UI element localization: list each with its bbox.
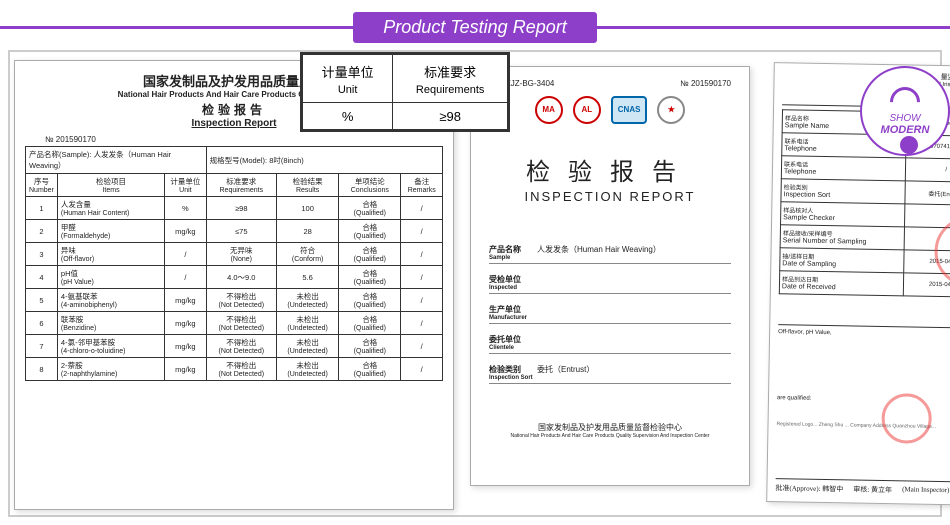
table-row: 样品到达日期Date of Received2015-04-01 xyxy=(779,271,950,298)
badge-ma-icon: MA xyxy=(535,96,563,124)
zoom-unit-cn: 计量单位 xyxy=(322,65,374,80)
table-row: 54-氨基联苯(4-aminobiphenyl)mg/kg不得检出(Not De… xyxy=(26,289,443,312)
header-band: Product Testing Report xyxy=(0,12,950,42)
logo-dot-icon xyxy=(900,136,918,154)
zoom-req-value: ≥98 xyxy=(393,103,508,130)
zoom-callout: 计量单位 Unit 标准要求 Requirements % ≥98 xyxy=(300,52,510,132)
table-row: 3异味(Off-flavor)/无异味(None)符合(Conform)合格(Q… xyxy=(26,243,443,266)
cover-no: № 201590170 xyxy=(680,79,731,88)
cover-field-row: 产品名称Sample人发发条（Human Hair Weaving） xyxy=(489,244,731,264)
badge-cnas-icon: CNAS xyxy=(611,96,647,124)
table-row: 6联苯胺(Benzidine)mg/kg不得检出(Not Detected)未检… xyxy=(26,312,443,335)
table-row: 2甲醛(Formaldehyde)mg/kg≤7528合格(Qualified)… xyxy=(26,220,443,243)
table-row: 74-氯-邻甲基苯胺(4-chloro-o-toluidine)mg/kg不得检… xyxy=(26,335,443,358)
model-label: 规格型号(Model): xyxy=(210,156,268,165)
signature-row: 批准(Approve): 韩智中 审核: 黄立年 (Main Inspector… xyxy=(775,478,950,497)
zoom-unit-value: % xyxy=(303,103,393,130)
cover-field-row: 检验类别Inspection Sort委托（Entrust） xyxy=(489,364,731,384)
brand-logo: SHOW MODERN xyxy=(860,66,950,156)
sign-approve: 批准(Approve): 韩智中 xyxy=(775,483,843,494)
cover-footer: 国家发制品及护发用品质量监督检验中心 National Hair Product… xyxy=(489,422,731,439)
red-stamp-icon xyxy=(881,393,932,444)
zoom-req-cn: 标准要求 xyxy=(424,65,476,80)
badge-star-icon: ★ xyxy=(657,96,685,124)
table-head-row: 序号Number 检验项目Items 计量单位Unit 标准要求Requirem… xyxy=(26,174,443,197)
sample-label: 产品名称(Sample): xyxy=(29,150,92,159)
cover-fields: 产品名称Sample人发发条（Human Hair Weaving） 受检单位In… xyxy=(489,244,731,384)
cover-title-cn: 检验报告 xyxy=(489,152,731,187)
logo-text-modern: MODERN xyxy=(881,124,930,136)
cover-title-en: INSPECTION REPORT xyxy=(489,189,731,204)
cover-field-row: 生产单位Manufacturer xyxy=(489,304,731,324)
report-number: № 201590170 xyxy=(45,135,443,144)
zoom-req-en: Requirements xyxy=(416,84,484,96)
results-header-table: 产品名称(Sample): 人发发条（Human Hair Weaving） 规… xyxy=(25,146,443,381)
certification-badges: MA AL CNAS ★ xyxy=(489,96,731,124)
model-value: 8吋(8inch) xyxy=(269,156,304,165)
page-title: Product Testing Report xyxy=(353,12,596,43)
detail-note: Off-flavor, pH Value, xyxy=(778,324,950,339)
badge-al-icon: AL xyxy=(573,96,601,124)
content-area: SHOW MODERN 国家发制品及护发用品质量监督 National Hair… xyxy=(8,50,942,517)
sign-review: 审核: 黄立年 xyxy=(853,485,892,496)
table-row: 4pH值(pH Value)/4.0～9.05.6合格(Qualified)/ xyxy=(26,266,443,289)
sign-inspector-label: (Main Inspector): xyxy=(902,485,950,496)
zoom-unit-en: Unit xyxy=(338,84,358,96)
cover-field-row: 委托单位Clientele xyxy=(489,334,731,354)
cover-field-row: 受检单位Inspected xyxy=(489,274,731,294)
table-row: 1人发含量(Human Hair Content)%≥98100合格(Quali… xyxy=(26,197,443,220)
inspection-report-cover: GFHZJZ-BG-3404 № 201590170 MA AL CNAS ★ … xyxy=(470,66,750,486)
table-row: 82-萘胺(2-naphthylamine)mg/kg不得检出(Not Dete… xyxy=(26,358,443,381)
